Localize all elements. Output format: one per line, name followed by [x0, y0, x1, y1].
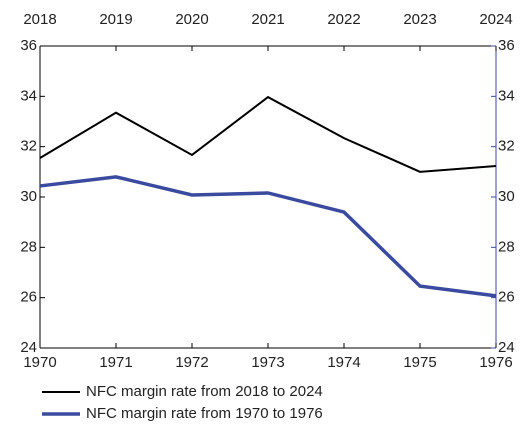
x2-tick-label: 2020 [175, 11, 208, 28]
x-tick-label: 1973 [251, 354, 284, 371]
x2-tick-label: 2022 [327, 11, 360, 28]
series-line [39, 95, 497, 173]
y-tick-label: 24 [20, 339, 37, 356]
y2-tick-label: 36 [498, 37, 515, 54]
series-line [39, 175, 497, 298]
y2-tick-label: 24 [498, 339, 515, 356]
y2-tick-label: 30 [498, 188, 515, 205]
x2-tick-label: 2018 [23, 11, 56, 28]
y2-tick-label: 32 [498, 138, 515, 155]
y-tick-label: 30 [20, 188, 37, 205]
legend-label: NFC margin rate from 2018 to 2024 [86, 383, 323, 400]
x-tick-label: 1970 [23, 354, 56, 371]
x-tick-label: 1971 [99, 354, 132, 371]
x-tick-label: 1976 [479, 354, 512, 371]
x2-tick-label: 2023 [403, 11, 436, 28]
y-tick-label: 36 [20, 37, 37, 54]
legend-label: NFC margin rate from 1970 to 1976 [86, 405, 323, 422]
y2-tick-label: 26 [498, 289, 515, 306]
x-tick-label: 1975 [403, 354, 436, 371]
x-tick-label: 1974 [327, 354, 360, 371]
y-tick-label: 34 [20, 87, 37, 104]
y-tick-label: 26 [20, 289, 37, 306]
x-tick-label: 1972 [175, 354, 208, 371]
y-tick-label: 28 [20, 238, 37, 255]
x2-tick-label: 2021 [251, 11, 284, 28]
x2-tick-label: 2019 [99, 11, 132, 28]
y2-tick-label: 28 [498, 238, 515, 255]
y2-tick-label: 34 [498, 87, 515, 104]
y-tick-label: 32 [20, 138, 37, 155]
x2-tick-label: 2024 [479, 11, 512, 28]
